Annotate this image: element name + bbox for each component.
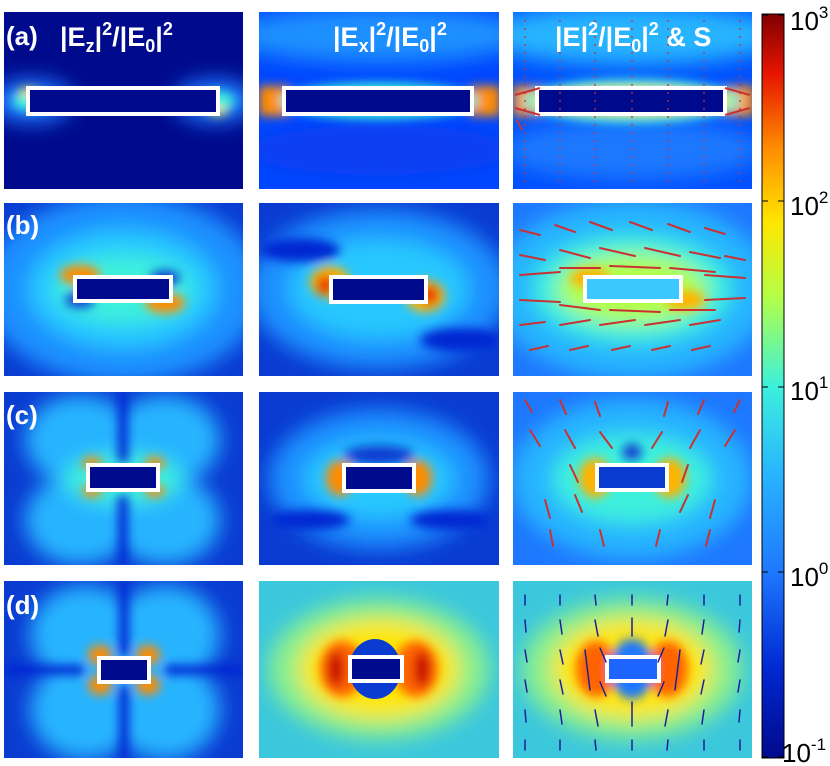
colorbar-tick-1e0: 100 (790, 559, 828, 592)
panel-d-ez (4, 581, 243, 758)
colorbar (761, 13, 785, 759)
panel-c-ex (259, 392, 499, 565)
panel-b-e-total (513, 203, 752, 376)
colorbar-tick-1e-1: 10-1 (782, 735, 826, 766)
panel-b-ex (259, 203, 499, 376)
poynting-arrows-d (524, 594, 741, 751)
panel-a-ex (259, 12, 499, 189)
panel-c-e-total (513, 392, 752, 565)
panel-d-ex (259, 581, 499, 758)
row-label-d: (d) (6, 590, 39, 620)
poynting-arrows-b (519, 221, 746, 351)
poynting-arrows-c (524, 399, 741, 547)
row-label-a: (a) (6, 21, 38, 51)
column-title-ez: |Ez|2/|E0|2 (60, 19, 173, 56)
column-title-ex: |Ex|2/|E0|2 (333, 19, 447, 56)
panel-b-ez (4, 203, 243, 376)
colorbar-tick-1e3: 103 (790, 3, 828, 36)
panel-a-ez (4, 12, 243, 189)
colorbar-tick-1e1: 101 (790, 373, 828, 406)
panel-d-e-total (513, 581, 752, 758)
colorbar-tick-1e2: 102 (790, 188, 828, 221)
row-label-c: (c) (6, 400, 38, 430)
panel-a-e-total (513, 12, 752, 189)
column-title-e-total: |E|2/|E0|2 & S (555, 19, 711, 56)
panel-c-ez (4, 392, 243, 565)
poynting-arrows-a (524, 20, 741, 185)
colorbar-ticks (762, 14, 784, 758)
row-label-b: (b) (6, 210, 39, 240)
